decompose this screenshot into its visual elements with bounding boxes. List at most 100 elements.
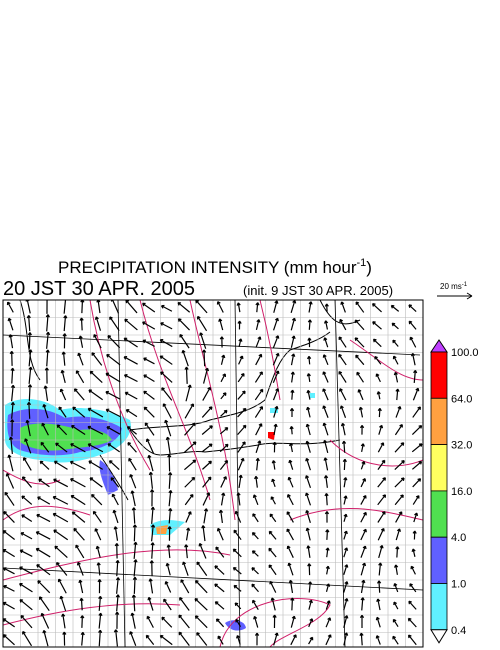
wind-arrow [272,335,280,349]
wind-arrow [73,388,85,401]
wind-arrow [78,335,84,348]
wind-arrow [377,459,386,471]
wind-arrow [87,407,104,418]
wind-arrow [70,443,86,453]
wind-arrow [181,349,189,367]
lat-lon-line [117,300,126,647]
wind-arrow [148,578,154,594]
wind-arrow [325,565,330,575]
contour [139,300,211,501]
wind-arrow [268,530,277,540]
wind-arrow [168,472,173,489]
wind-arrow [197,315,208,332]
wind-arrow [54,545,68,559]
wind-arrow [307,319,313,330]
wind-arrow [3,567,15,575]
wind-arrow [412,387,420,401]
wind-arrow [343,564,349,576]
wind-arrow [105,372,121,383]
wind-arrow [236,635,241,645]
wind-arrow [290,335,296,348]
title: PRECIPITATION INTENSITY (mm hour-1) [58,257,372,277]
wind-arrow [308,581,313,593]
wind-arrow [38,478,50,488]
wind-arrow [214,583,225,593]
wind-arrow [238,338,243,347]
wind-arrow [272,317,279,331]
wind-arrow [88,460,103,470]
wind-arrow [3,634,15,646]
wind-arrow [287,494,294,506]
wind-arrow [88,389,104,401]
wind-arrow [27,384,33,402]
wind-arrow [125,409,138,418]
time-label: 20 JST 30 APR. 2005 [3,278,195,300]
wind-arrow [340,422,346,436]
wind-arrow [411,548,416,557]
wind-arrow [184,366,189,384]
wind-arrow [290,371,295,383]
wind-arrow [343,632,349,646]
wind-arrow [98,612,103,629]
coastline [19,300,361,501]
wind-arrow [44,367,49,384]
wind-arrow [237,441,246,453]
wind-arrow [220,409,228,417]
wind-arrow [60,369,66,384]
wind-arrow [372,321,382,330]
contour [3,603,181,626]
wind-arrow [87,443,104,453]
wind-arrow [10,419,15,437]
wind-arrow [220,392,227,400]
wind-arrow [19,549,33,557]
init-label: (init. 9 JST 30 APR. 2005) [243,283,393,298]
wind-arrow [46,300,48,314]
wind-arrow [21,495,33,505]
wind-arrow [177,301,191,313]
wind-arrow [305,527,311,541]
wind-arrow [70,478,86,488]
wind-arrow [128,457,137,471]
wind-arrow [129,631,137,646]
wind-arrow [36,564,51,576]
wind-arrow [409,583,417,593]
wind-arrow [325,547,330,558]
wind-arrow [73,527,85,541]
wind-arrow [393,371,399,383]
wind-arrow [378,545,384,559]
wind-arrow [179,333,190,349]
wind-arrow [393,601,399,610]
wind-arrow [219,460,229,470]
wind-arrow [412,530,417,540]
wind-arrow [238,474,243,489]
wind-arrow [3,584,15,592]
wind-arrow [220,373,227,383]
colorbar-over [430,339,448,353]
wind-arrow [360,562,367,576]
wind-arrow [306,406,311,418]
wind-arrow [377,442,385,453]
wind-arrow [323,475,329,488]
wind-arrow [202,492,211,506]
wind-arrow [113,629,119,647]
wind-arrow [308,301,313,313]
wind-arrow [395,388,400,401]
vector-scale-sup: -1 [462,282,468,288]
wind-arrow [360,579,366,594]
wind-arrow [25,419,31,437]
wind-arrow [322,371,329,383]
wind-arrow [39,460,50,470]
wind-arrow [376,391,381,400]
wind-arrow [76,561,84,576]
wind-arrow [271,478,276,487]
colorbar-segment [430,444,448,492]
wind-arrow [254,388,264,401]
wind-arrow [26,315,31,332]
wind-arrow [325,617,332,628]
wind-arrow [216,301,224,313]
wind-arrow [232,566,242,575]
wind-arrow [95,545,101,558]
wind-arrow [40,441,50,453]
wind-arrow [160,371,173,383]
